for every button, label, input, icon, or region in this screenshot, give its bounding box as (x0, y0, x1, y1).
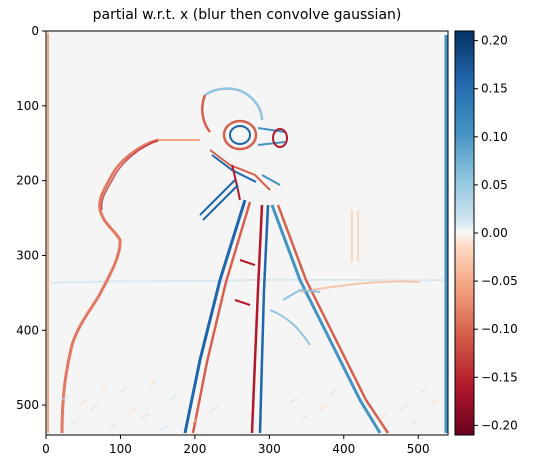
y-axis: 0 100 200 300 400 500 (16, 24, 46, 412)
colorbar-tick-label: −0.20 (481, 418, 518, 432)
y-tick-label: 200 (16, 174, 39, 188)
colorbar: 0.20 0.15 0.10 0.05 0.00 −0.05 −0.10 −0.15 −0.20 (454, 30, 518, 436)
horizon-right-line (299, 280, 421, 293)
x-tick-label: 200 (183, 442, 206, 456)
grass-texture (59, 379, 439, 431)
colorbar-tick-label: 0.15 (481, 82, 508, 96)
colorbar-tick-label: 0.20 (481, 34, 508, 48)
colorbar-tick-label: −0.05 (481, 274, 518, 288)
x-tick-label: 0 (42, 442, 50, 456)
x-tick-label: 500 (407, 442, 430, 456)
x-tick-label: 400 (332, 442, 355, 456)
y-tick-label: 0 (31, 24, 39, 38)
y-tick-label: 100 (16, 99, 39, 113)
image-background (46, 31, 448, 435)
y-tick-label: 300 (16, 248, 39, 262)
colorbar-tick-label: 0.10 (481, 130, 508, 144)
y-tick-label: 500 (16, 398, 39, 412)
colorbar-gradient (454, 30, 475, 436)
colorbar-ticks: 0.20 0.15 0.10 0.05 0.00 −0.05 −0.10 −0.15 −0.20 (474, 34, 518, 432)
hand-edge (199, 179, 239, 221)
colorbar-tick-label: −0.15 (481, 370, 518, 384)
colorbar-tick-label: −0.10 (481, 322, 518, 336)
image-frame (45, 30, 449, 436)
x-axis: 0 100 200 300 400 500 (42, 435, 430, 456)
building-edges (351, 210, 359, 262)
tripod-edges (183, 199, 390, 434)
figure-title: partial w.r.t. x (blur then convolve gau… (92, 7, 402, 23)
camera-edges (209, 119, 288, 201)
colorbar-tick-label: 0.05 (481, 178, 508, 192)
image-panel (45, 30, 449, 436)
head-left-edge (201, 94, 212, 133)
person-shoulder-edge (100, 139, 161, 211)
colorbar-tick-label: 0.00 (481, 226, 508, 240)
person-left-edge (60, 138, 159, 434)
head-top-edge (204, 87, 264, 121)
y-tick-label: 400 (16, 323, 39, 337)
horizon-line (49, 278, 445, 284)
x-tick-label: 100 (109, 442, 132, 456)
x-tick-label: 300 (258, 442, 281, 456)
